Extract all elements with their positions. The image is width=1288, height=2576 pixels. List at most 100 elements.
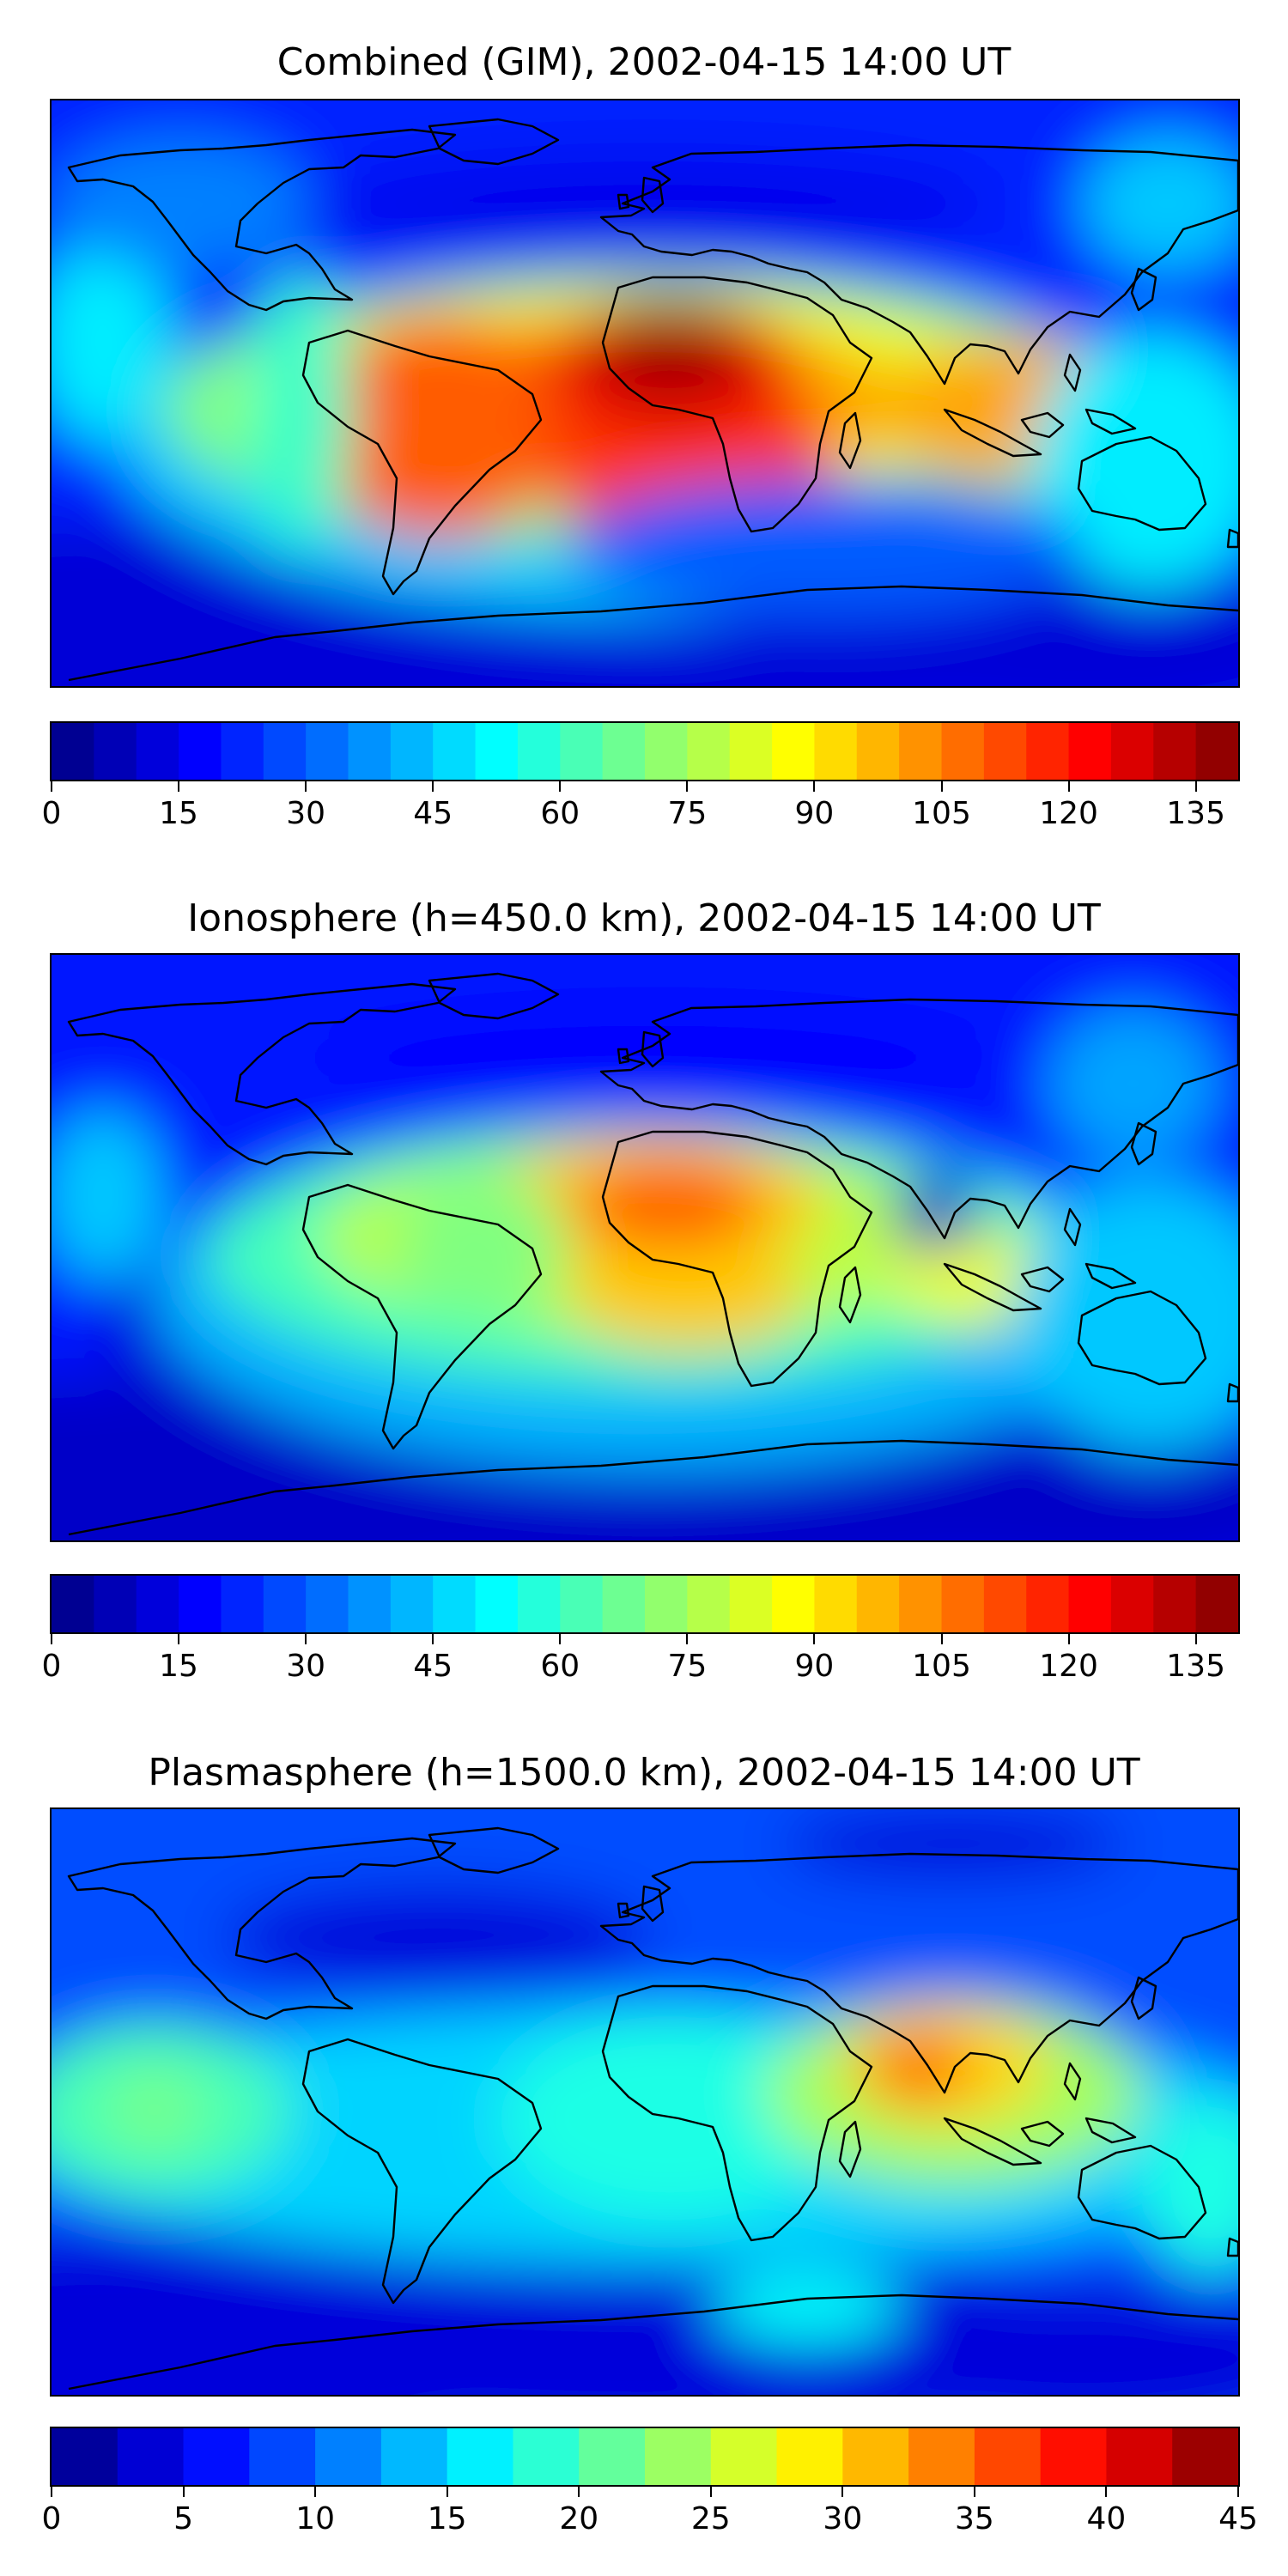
colorbar-level [513,2428,580,2485]
colorbar-tick [446,2487,448,2497]
colorbar-level [772,1576,816,1632]
colorbar-tick [178,1634,180,1644]
field-contour [103,2067,206,2153]
colorbar-tick [686,1634,689,1644]
field-contour [1048,1006,1219,1161]
colorbar-level [776,2428,843,2485]
coastline [617,193,630,210]
colorbar-level [856,723,900,780]
colorbar-level [941,723,985,780]
colorbar-level [1195,1576,1238,1632]
coastline [943,408,1042,458]
colorbar-level [52,1576,94,1632]
colorbar-tick [709,2487,712,2497]
colorbar-tick-label: 30 [823,2501,863,2537]
colorbar-level [1026,1576,1070,1632]
panel-1-map [50,99,1240,688]
coastline [601,1130,873,1388]
colorbar-tick-label: 0 [41,796,62,831]
colorbar-level [433,1576,477,1632]
colorbar-tick-label: 30 [286,796,326,831]
colorbar-tick-label: 15 [159,796,198,831]
coastline [428,972,560,1020]
field-contour [395,1170,567,1324]
colorbar-level [94,1576,137,1632]
coastline-layer [67,972,1238,1536]
field-contour [1013,1178,1238,1453]
coastline [1063,1207,1082,1247]
colorbar-tick-label: 105 [912,796,971,831]
colorbar-tick-label: 45 [413,1649,453,1684]
colorbar-tick-label: 90 [794,796,835,831]
coastline [617,1902,630,1919]
coastline [301,329,543,596]
coastline [428,118,560,166]
coastline [838,2120,862,2178]
colorbar-tick-label: 135 [1166,796,1225,831]
colorbar-level [263,1576,307,1632]
field-contour [309,152,996,255]
colorbar-tick [841,2487,844,2497]
coastline-layer [67,1826,1238,2391]
colorbar-level [390,723,434,780]
colorbar-level [315,2428,382,2485]
panel-2-map [50,953,1240,1542]
coastline [1077,2144,1207,2240]
coastline [943,1262,1042,1312]
colorbar-tick-label: 40 [1086,2501,1127,2537]
field-contour [713,2273,902,2342]
colorbar-tick [973,2487,975,2497]
colorbar-level [447,2428,514,2485]
colorbar-level [602,1576,646,1632]
colorbar-tick [51,1634,52,1644]
colorbar-tick [1194,1634,1197,1644]
coastline [1063,353,1082,392]
colorbar-level [517,1576,561,1632]
colorbar-level [433,723,477,780]
coastline [1084,1262,1137,1290]
panel-1-colorbar [50,721,1240,781]
panel-3-colorbar-ticks: 0 5 10 15 20 25 30 35 40 45 [42,2487,1258,2538]
colorbar-level [560,1576,604,1632]
coastline [67,128,457,312]
coastline [838,411,862,470]
coastline [1077,435,1207,532]
coastline-layer [67,118,1238,682]
colorbar-level [1040,2428,1108,2485]
colorbar-level [899,1576,943,1632]
colorbar-tick-label: 0 [41,1649,62,1684]
colorbar-level [974,2428,1042,2485]
colorbar-tick-label: 5 [173,2501,193,2537]
colorbar-tick-label: 75 [667,796,708,831]
colorbar-tick-label: 30 [286,1649,326,1684]
panel-2-colorbar-ticks: 0 15 30 45 60 75 90 105 120 135 [42,1634,1238,1686]
coastline [943,2117,1042,2166]
colorbar-tick-label: 60 [540,1649,580,1684]
field-contour [309,1006,996,1109]
field-contour [223,1886,653,1990]
colorbar-tick [1105,2487,1108,2497]
colorbar-tick-label: 35 [954,2501,994,2537]
coastline [1020,411,1065,439]
colorbar-level [814,1576,858,1632]
panel-2-title: Ionosphere (h=450.0 km), 2002-04-15 14:0… [187,896,1101,940]
colorbar-tick-label: 45 [1218,2501,1258,2537]
colorbar-level [390,1576,434,1632]
colorbar-level [687,723,731,780]
colorbar-level [645,1576,688,1632]
colorbar-level [1195,723,1238,780]
colorbar-tick [940,1634,943,1644]
colorbar-tick-label: 60 [540,796,580,831]
colorbar-level [1110,723,1154,780]
coastline [1084,2117,1137,2144]
colorbar-tick [432,781,434,792]
colorbar-level [1106,2428,1173,2485]
colorbar-level [729,723,773,780]
colorbar-level [179,723,222,780]
colorbar-level [983,723,1027,780]
field-contour [498,2015,841,2221]
colorbar-level [117,2428,185,2485]
colorbar-level [306,723,349,780]
colorbar-tick-label: 105 [912,1649,971,1684]
colorbar-tick [305,1634,307,1644]
